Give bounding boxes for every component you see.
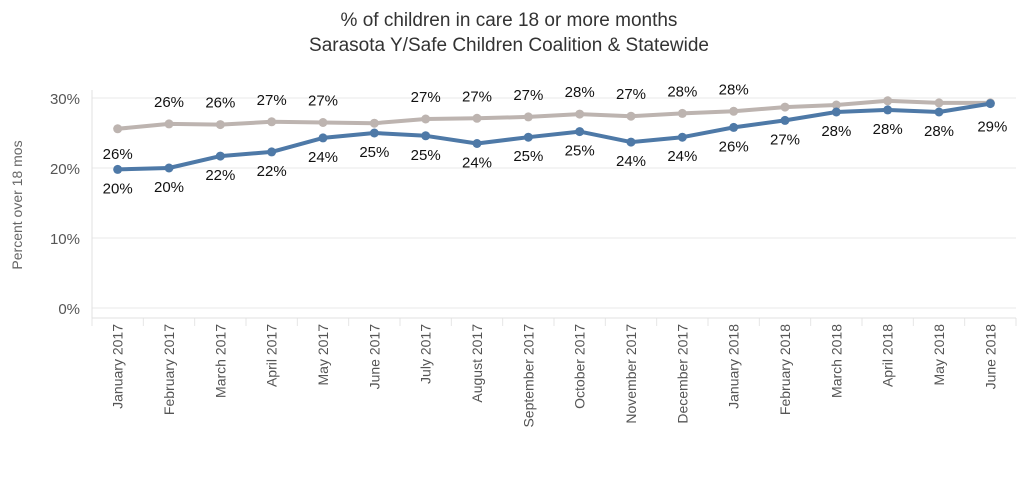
- data-point: [575, 127, 585, 137]
- data-label: 25%: [513, 148, 543, 165]
- x-tick-label: July 2017: [418, 324, 434, 384]
- x-tick-label: September 2017: [520, 324, 536, 428]
- data-point: [883, 105, 893, 115]
- data-point: [985, 99, 995, 109]
- x-tick-label: January 2017: [110, 324, 126, 409]
- chart-subtitle: Sarasota Y/Safe Children Coalition & Sta…: [309, 35, 709, 56]
- y-tick-label: 0%: [58, 301, 80, 318]
- data-label: 20%: [103, 180, 133, 197]
- data-point: [677, 132, 687, 142]
- data-point: [164, 163, 174, 173]
- x-tick-label: November 2017: [623, 324, 639, 424]
- data-point: [677, 108, 687, 118]
- data-label: 24%: [616, 153, 646, 170]
- data-point: [421, 131, 431, 141]
- data-label: 22%: [205, 167, 235, 184]
- x-tick-label: January 2018: [726, 324, 742, 409]
- data-label: 27%: [308, 93, 338, 110]
- data-label: 26%: [205, 95, 235, 112]
- data-point: [369, 118, 379, 128]
- data-point: [421, 114, 431, 124]
- chart-title: % of children in care 18 or more months: [340, 10, 678, 31]
- data-point: [831, 107, 841, 117]
- x-tick-label: May 2017: [315, 324, 331, 386]
- data-label: 27%: [257, 92, 287, 109]
- data-label: 26%: [154, 94, 184, 111]
- x-tick-label: March 2018: [828, 324, 844, 398]
- data-label: 29%: [977, 119, 1007, 136]
- data-label: 25%: [565, 143, 595, 160]
- data-label: 20%: [154, 179, 184, 196]
- data-label: 27%: [462, 88, 492, 105]
- data-label: 27%: [616, 86, 646, 103]
- data-label: 28%: [719, 81, 749, 98]
- data-label: 24%: [462, 155, 492, 172]
- x-tick-label: February 2017: [161, 324, 177, 415]
- series-line: [115, 101, 993, 172]
- x-tick-label: March 2017: [212, 324, 228, 398]
- data-point: [780, 115, 790, 125]
- data-point: [215, 120, 225, 130]
- y-axis-title: Percent over 18 mos: [9, 140, 25, 269]
- chart-title-block: % of children in care 18 or more months …: [0, 8, 1018, 58]
- series-line: [115, 98, 993, 131]
- data-label: 22%: [257, 163, 287, 180]
- data-label: 28%: [667, 83, 697, 100]
- y-tick-label: 20%: [50, 161, 80, 178]
- data-point: [729, 106, 739, 116]
- data-point: [626, 137, 636, 147]
- data-label: 27%: [770, 131, 800, 148]
- data-point: [318, 133, 328, 143]
- data-point: [318, 118, 328, 127]
- y-tick-label: 30%: [50, 91, 80, 108]
- data-point: [934, 107, 944, 117]
- x-tick-label: April 2018: [880, 324, 896, 387]
- data-point: [626, 111, 636, 121]
- data-label: 24%: [667, 148, 697, 165]
- x-tick-label: August 2017: [469, 324, 485, 403]
- x-tick-label: February 2018: [777, 324, 793, 415]
- x-tick-label: June 2017: [366, 324, 382, 390]
- data-label: 28%: [821, 123, 851, 140]
- data-point: [164, 119, 174, 129]
- data-point: [523, 132, 533, 142]
- data-point: [369, 128, 379, 138]
- data-point: [472, 139, 482, 148]
- data-label: 28%: [873, 121, 903, 138]
- data-label: 27%: [411, 89, 441, 106]
- data-label: 24%: [308, 149, 338, 166]
- x-tick-label: October 2017: [572, 324, 588, 409]
- x-tick-label: May 2018: [931, 324, 947, 386]
- data-point: [883, 96, 893, 106]
- data-label: 26%: [719, 138, 749, 155]
- data-label: 26%: [103, 146, 133, 163]
- data-point: [472, 113, 482, 123]
- x-tick-label: December 2017: [674, 324, 690, 424]
- data-label: 27%: [513, 87, 543, 104]
- data-label: 25%: [359, 144, 389, 161]
- data-label: 28%: [924, 123, 954, 140]
- data-point: [113, 164, 123, 174]
- data-point: [575, 109, 585, 119]
- y-tick-label: 10%: [50, 231, 80, 248]
- data-point: [267, 117, 277, 127]
- data-label: 25%: [411, 147, 441, 164]
- data-point: [523, 112, 533, 122]
- data-point: [215, 151, 225, 161]
- x-tick-label: June 2018: [982, 324, 998, 390]
- data-point: [729, 122, 739, 132]
- data-point: [113, 124, 123, 134]
- data-point: [831, 100, 841, 110]
- data-point: [267, 147, 277, 157]
- x-tick-label: April 2017: [264, 324, 280, 387]
- data-point: [934, 98, 944, 108]
- data-point: [780, 102, 790, 112]
- data-label: 28%: [565, 84, 595, 101]
